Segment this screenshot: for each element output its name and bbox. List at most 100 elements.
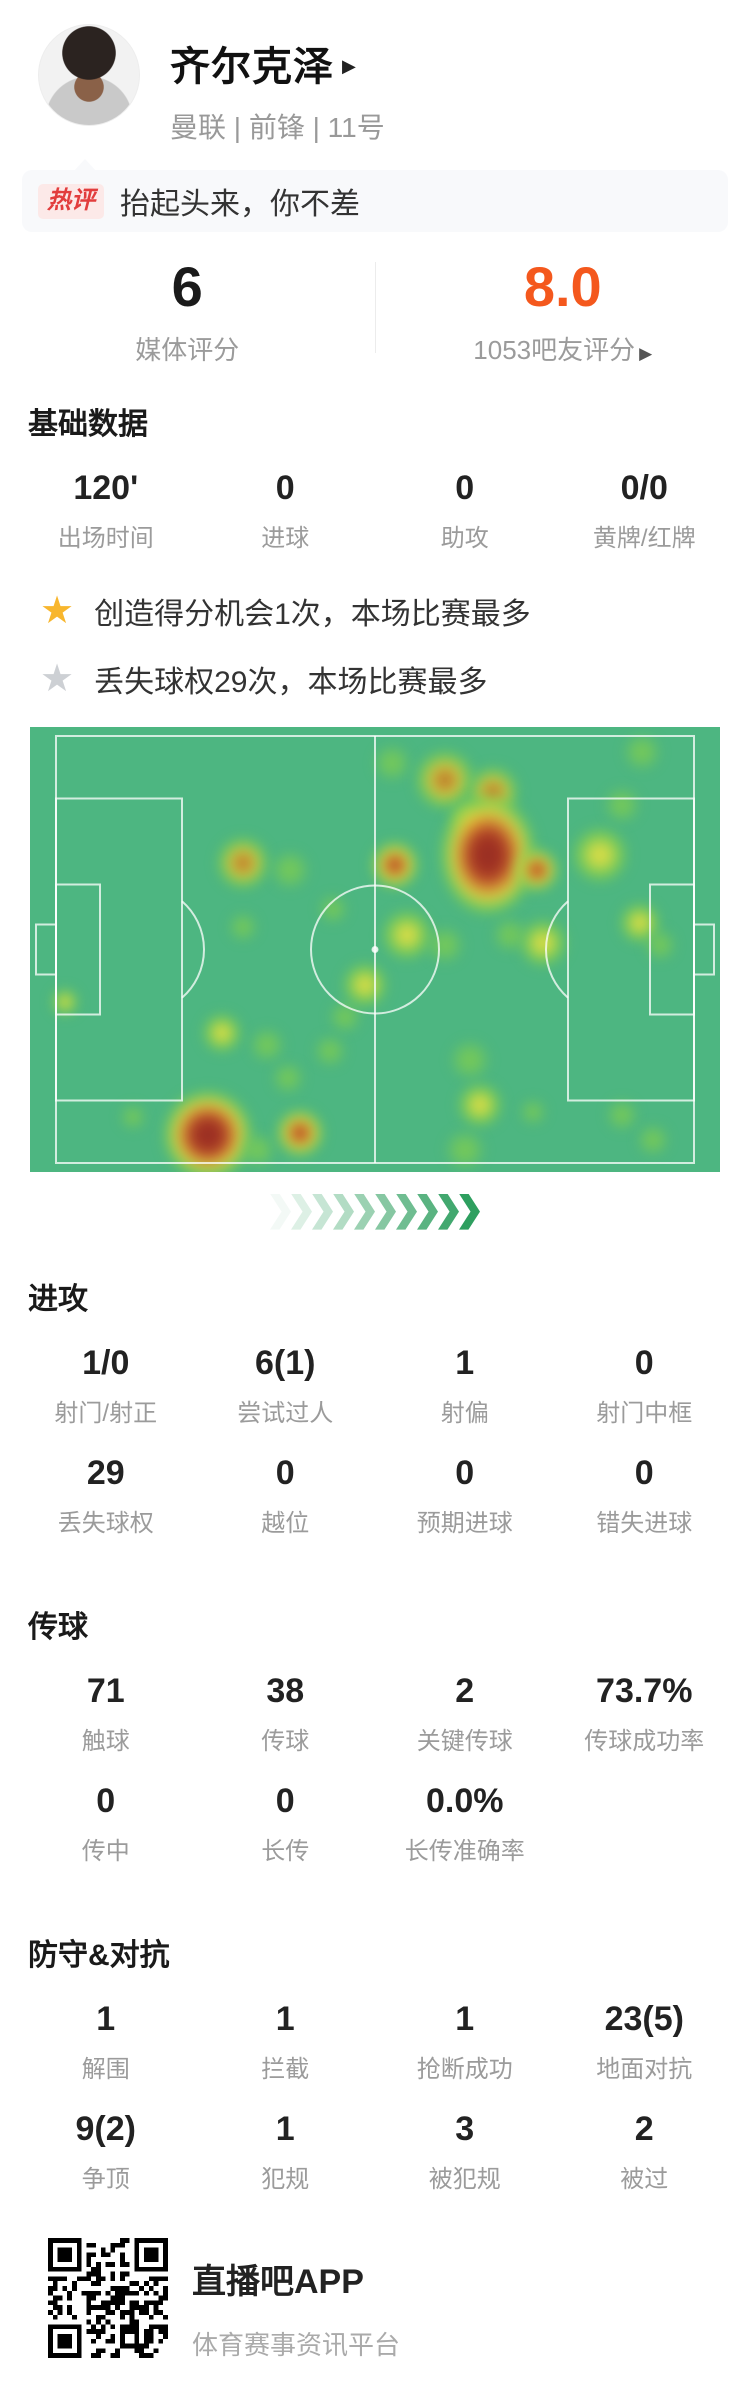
stat-value: 38 [196, 1672, 376, 1711]
highlight-row: ★ 丢失球权29次，本场比赛最多 [40, 657, 750, 701]
stat-value: 0 [375, 1454, 555, 1493]
chevron-icon [312, 1194, 333, 1230]
stat-value: 1 [16, 2000, 196, 2039]
highlight-row: ★ 创造得分机会1次，本场比赛最多 [40, 589, 750, 633]
stat-label: 射门/射正 [16, 1393, 196, 1428]
player-heatmap [30, 727, 720, 1172]
stat-label: 拦截 [196, 2049, 376, 2084]
stat-label: 预期进球 [375, 1503, 555, 1538]
pitch-lines [30, 727, 720, 1172]
section-title-basic: 基础数据 [28, 399, 722, 443]
stat-label: 越位 [196, 1503, 376, 1538]
stat-value: 9(2) [16, 2110, 196, 2149]
hot-comment-badge: 热评 [38, 184, 104, 219]
player-name-row[interactable]: 齐尔克泽 ▶ [170, 34, 385, 92]
stat-label: 尝试过人 [196, 1393, 376, 1428]
player-name: 齐尔克泽 [170, 34, 334, 92]
stat-value: 1 [196, 2110, 376, 2149]
stat-label: 关键传球 [375, 1721, 555, 1756]
stat-cell: 29 丢失球权 [16, 1454, 196, 1538]
stat-label: 黄牌/红牌 [555, 518, 735, 553]
highlights: ★ 创造得分机会1次，本场比赛最多 ★ 丢失球权29次，本场比赛最多 [40, 589, 750, 701]
stat-value: 1/0 [16, 1344, 196, 1383]
hot-comment-bubble[interactable]: 热评 抬起头来，你不差 [22, 170, 728, 232]
chevron-icon [459, 1194, 480, 1230]
chevron-right-icon: ▶ [342, 56, 356, 77]
fans-rating[interactable]: 8.0 1053吧友评分▶ [376, 256, 750, 367]
stat-cell: 1 抢断成功 [375, 2000, 555, 2084]
stat-value: 0 [375, 469, 555, 508]
stat-label: 被过 [555, 2159, 735, 2194]
stat-value: 1 [196, 2000, 376, 2039]
app-footer: 直播吧APP 体育赛事资讯平台 [48, 2238, 750, 2388]
stat-label: 传中 [16, 1831, 196, 1866]
stat-label: 丢失球权 [16, 1503, 196, 1538]
stat-cell: 0.0% 长传准确率 [375, 1782, 555, 1866]
chevron-right-icon: ▶ [639, 344, 652, 363]
stat-label: 传球成功率 [555, 1721, 735, 1756]
ratings-row: 6 媒体评分 8.0 1053吧友评分▶ [0, 256, 750, 367]
player-avatar [38, 24, 140, 126]
stat-value: 0.0% [375, 1782, 555, 1821]
stat-label: 长传准确率 [375, 1831, 555, 1866]
stat-cell: 23(5)地面对抗 [555, 2000, 735, 2084]
stat-cell: 0 越位 [196, 1454, 376, 1538]
stat-label: 争顶 [16, 2159, 196, 2194]
chevron-icon [333, 1194, 354, 1230]
stat-cell: 0/0 黄牌/红牌 [555, 469, 735, 553]
chevron-icon [396, 1194, 417, 1230]
stat-cell: 1/0 射门/射正 [16, 1344, 196, 1428]
stat-value: 0 [196, 1454, 376, 1493]
star-icon: ★ [40, 592, 74, 630]
stat-cell: 3 被犯规 [375, 2110, 555, 2194]
stat-value: 0 [196, 1782, 376, 1821]
section-title-attack: 进攻 [28, 1274, 722, 1318]
player-header: 齐尔克泽 ▶ 曼联 | 前锋 | 11号 [0, 0, 750, 146]
stat-cell: 2 被过 [555, 2110, 735, 2194]
stat-label: 被犯规 [375, 2159, 555, 2194]
stat-label: 抢断成功 [375, 2049, 555, 2084]
section-title-passing: 传球 [28, 1602, 722, 1646]
stat-cell: 9(2) 争顶 [16, 2110, 196, 2194]
stat-label: 出场时间 [16, 518, 196, 553]
fans-rating-value: 8.0 [376, 256, 750, 318]
media-rating-label: 媒体评分 [0, 330, 375, 367]
highlight-text: 创造得分机会1次，本场比赛最多 [94, 589, 531, 633]
stat-cell: 6(1)尝试过人 [196, 1344, 376, 1428]
stat-value: 29 [16, 1454, 196, 1493]
section-title-defense: 防守&对抗 [28, 1930, 722, 1974]
stat-value: 0/0 [555, 469, 735, 508]
chevron-strip [0, 1194, 750, 1230]
stat-label: 错失进球 [555, 1503, 735, 1538]
media-rating: 6 媒体评分 [0, 256, 375, 367]
chevron-icon [438, 1194, 459, 1230]
chevron-icon [291, 1194, 312, 1230]
stat-value: 1 [375, 1344, 555, 1383]
stat-label: 触球 [16, 1721, 196, 1756]
stat-value: 2 [555, 2110, 735, 2149]
chevron-icon [417, 1194, 438, 1230]
stat-value: 3 [375, 2110, 555, 2149]
stat-value: 1 [375, 2000, 555, 2039]
chevron-icon [375, 1194, 396, 1230]
stat-label: 进球 [196, 518, 376, 553]
